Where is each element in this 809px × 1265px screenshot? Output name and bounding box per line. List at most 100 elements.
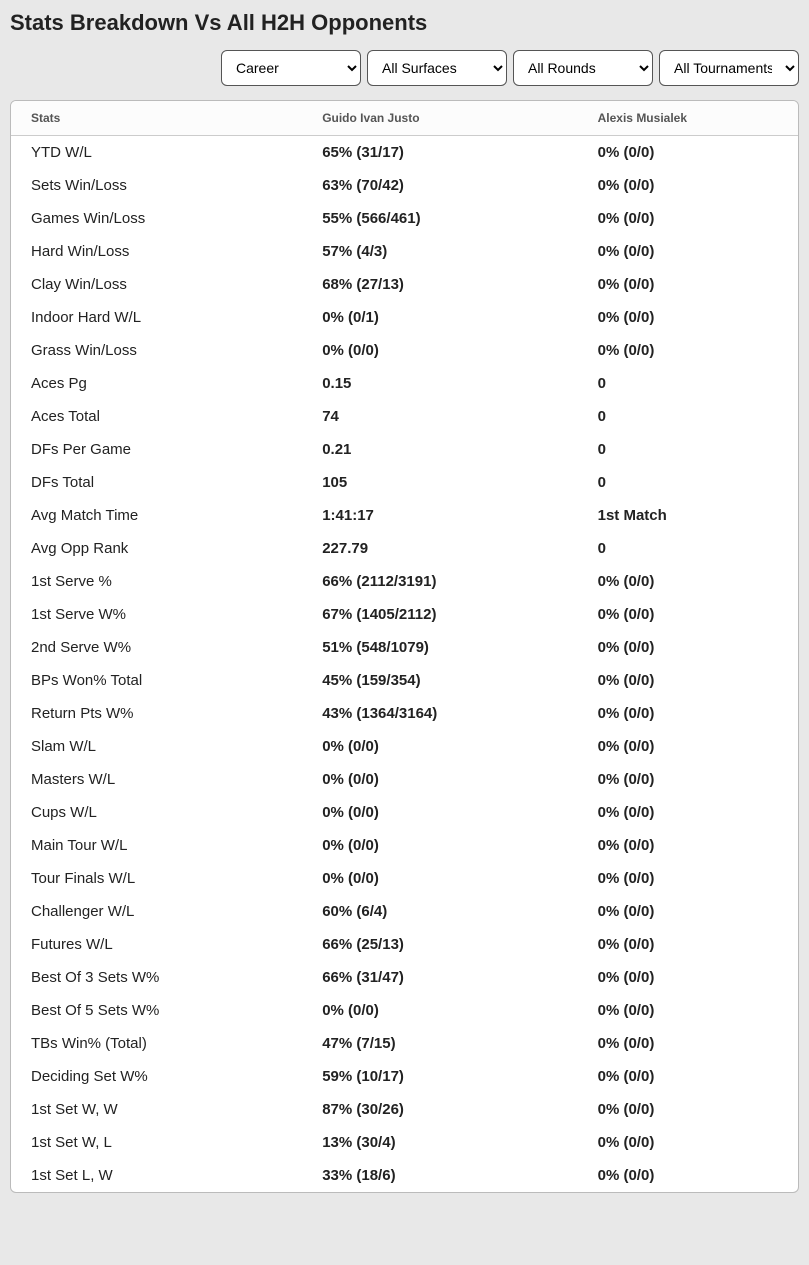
stat-label: Sets Win/Loss xyxy=(11,169,302,202)
table-row: 1st Serve W%67% (1405/2112)0% (0/0) xyxy=(11,598,798,631)
stat-label: Main Tour W/L xyxy=(11,829,302,862)
player2-value: 0% (0/0) xyxy=(578,664,798,697)
player2-value: 0% (0/0) xyxy=(578,565,798,598)
player1-value: 65% (31/17) xyxy=(302,136,577,170)
career-select[interactable]: Career xyxy=(221,50,361,86)
player1-value: 0% (0/0) xyxy=(302,994,577,1027)
stat-label: YTD W/L xyxy=(11,136,302,170)
player2-value: 0% (0/0) xyxy=(578,1027,798,1060)
table-row: Hard Win/Loss57% (4/3)0% (0/0) xyxy=(11,235,798,268)
table-row: DFs Per Game0.210 xyxy=(11,433,798,466)
stat-label: Grass Win/Loss xyxy=(11,334,302,367)
stat-label: Clay Win/Loss xyxy=(11,268,302,301)
player2-value: 0% (0/0) xyxy=(578,202,798,235)
table-row: 1st Set W, L13% (30/4)0% (0/0) xyxy=(11,1126,798,1159)
table-row: Aces Pg0.150 xyxy=(11,367,798,400)
player1-value: 43% (1364/3164) xyxy=(302,697,577,730)
player2-value: 0% (0/0) xyxy=(578,1093,798,1126)
stat-label: 1st Set L, W xyxy=(11,1159,302,1192)
table-row: Games Win/Loss55% (566/461)0% (0/0) xyxy=(11,202,798,235)
stat-label: Best Of 5 Sets W% xyxy=(11,994,302,1027)
filter-bar: Career All Surfaces All Rounds All Tourn… xyxy=(10,50,799,86)
player1-value: 59% (10/17) xyxy=(302,1060,577,1093)
stat-label: 2nd Serve W% xyxy=(11,631,302,664)
player1-value: 51% (548/1079) xyxy=(302,631,577,664)
stats-table-container: Stats Guido Ivan Justo Alexis Musialek Y… xyxy=(10,100,799,1193)
stat-label: Futures W/L xyxy=(11,928,302,961)
stat-label: 1st Set W, W xyxy=(11,1093,302,1126)
table-row: Best Of 3 Sets W%66% (31/47)0% (0/0) xyxy=(11,961,798,994)
stat-label: BPs Won% Total xyxy=(11,664,302,697)
player2-value: 0% (0/0) xyxy=(578,697,798,730)
stat-label: 1st Set W, L xyxy=(11,1126,302,1159)
stat-label: DFs Total xyxy=(11,466,302,499)
player2-value: 0% (0/0) xyxy=(578,895,798,928)
player1-value: 67% (1405/2112) xyxy=(302,598,577,631)
player2-value: 0% (0/0) xyxy=(578,763,798,796)
table-row: Indoor Hard W/L0% (0/1)0% (0/0) xyxy=(11,301,798,334)
tournament-select[interactable]: All Tournaments xyxy=(659,50,799,86)
player1-value: 0.15 xyxy=(302,367,577,400)
player1-value: 45% (159/354) xyxy=(302,664,577,697)
table-row: BPs Won% Total45% (159/354)0% (0/0) xyxy=(11,664,798,697)
table-row: Main Tour W/L0% (0/0)0% (0/0) xyxy=(11,829,798,862)
player1-value: 74 xyxy=(302,400,577,433)
table-row: TBs Win% (Total)47% (7/15)0% (0/0) xyxy=(11,1027,798,1060)
table-row: Best Of 5 Sets W%0% (0/0)0% (0/0) xyxy=(11,994,798,1027)
table-row: Avg Opp Rank227.790 xyxy=(11,532,798,565)
player2-value: 0% (0/0) xyxy=(578,301,798,334)
stat-label: TBs Win% (Total) xyxy=(11,1027,302,1060)
player1-value: 55% (566/461) xyxy=(302,202,577,235)
table-row: Challenger W/L60% (6/4)0% (0/0) xyxy=(11,895,798,928)
player2-value: 0 xyxy=(578,433,798,466)
player2-value: 0% (0/0) xyxy=(578,169,798,202)
table-row: Grass Win/Loss0% (0/0)0% (0/0) xyxy=(11,334,798,367)
player2-value: 0% (0/0) xyxy=(578,268,798,301)
stat-label: Avg Match Time xyxy=(11,499,302,532)
player2-value: 0% (0/0) xyxy=(578,235,798,268)
player1-value: 0% (0/1) xyxy=(302,301,577,334)
player2-value: 0 xyxy=(578,367,798,400)
table-row: 1st Serve %66% (2112/3191)0% (0/0) xyxy=(11,565,798,598)
table-row: 1st Set L, W33% (18/6)0% (0/0) xyxy=(11,1159,798,1192)
stat-label: Best Of 3 Sets W% xyxy=(11,961,302,994)
player1-value: 105 xyxy=(302,466,577,499)
stat-label: Indoor Hard W/L xyxy=(11,301,302,334)
table-row: 1st Set W, W87% (30/26)0% (0/0) xyxy=(11,1093,798,1126)
table-row: Sets Win/Loss63% (70/42)0% (0/0) xyxy=(11,169,798,202)
stat-label: Aces Total xyxy=(11,400,302,433)
player2-value: 0% (0/0) xyxy=(578,136,798,170)
col-header-player2: Alexis Musialek xyxy=(578,101,798,136)
stat-label: Slam W/L xyxy=(11,730,302,763)
player2-value: 0% (0/0) xyxy=(578,796,798,829)
table-row: Cups W/L0% (0/0)0% (0/0) xyxy=(11,796,798,829)
round-select[interactable]: All Rounds xyxy=(513,50,653,86)
stat-label: Avg Opp Rank xyxy=(11,532,302,565)
player2-value: 0% (0/0) xyxy=(578,598,798,631)
player2-value: 0 xyxy=(578,532,798,565)
player1-value: 68% (27/13) xyxy=(302,268,577,301)
table-row: Futures W/L66% (25/13)0% (0/0) xyxy=(11,928,798,961)
player1-value: 47% (7/15) xyxy=(302,1027,577,1060)
col-header-stats: Stats xyxy=(11,101,302,136)
stat-label: Aces Pg xyxy=(11,367,302,400)
stat-label: Hard Win/Loss xyxy=(11,235,302,268)
table-row: Deciding Set W%59% (10/17)0% (0/0) xyxy=(11,1060,798,1093)
table-row: 2nd Serve W%51% (548/1079)0% (0/0) xyxy=(11,631,798,664)
player2-value: 0% (0/0) xyxy=(578,334,798,367)
page-title: Stats Breakdown Vs All H2H Opponents xyxy=(10,10,799,36)
table-row: DFs Total1050 xyxy=(11,466,798,499)
stats-table: Stats Guido Ivan Justo Alexis Musialek Y… xyxy=(11,101,798,1192)
table-row: Slam W/L0% (0/0)0% (0/0) xyxy=(11,730,798,763)
player2-value: 0% (0/0) xyxy=(578,862,798,895)
stat-label: Games Win/Loss xyxy=(11,202,302,235)
player1-value: 66% (25/13) xyxy=(302,928,577,961)
stat-label: Challenger W/L xyxy=(11,895,302,928)
surface-select[interactable]: All Surfaces xyxy=(367,50,507,86)
player2-value: 0% (0/0) xyxy=(578,928,798,961)
table-header-row: Stats Guido Ivan Justo Alexis Musialek xyxy=(11,101,798,136)
player2-value: 0 xyxy=(578,400,798,433)
stat-label: Tour Finals W/L xyxy=(11,862,302,895)
player1-value: 66% (2112/3191) xyxy=(302,565,577,598)
table-row: Return Pts W%43% (1364/3164)0% (0/0) xyxy=(11,697,798,730)
